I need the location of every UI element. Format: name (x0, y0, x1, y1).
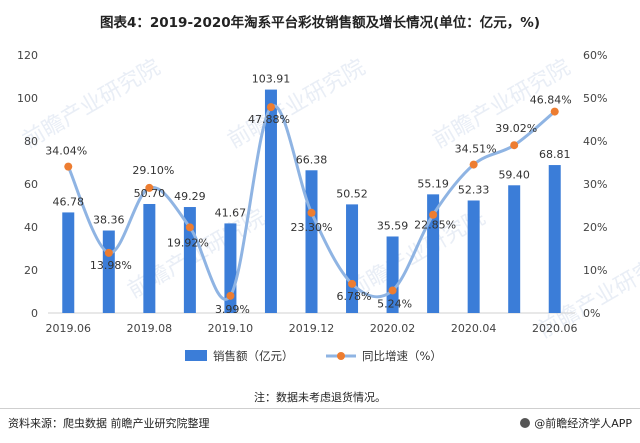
x-tick-label: 2019.10 (208, 322, 254, 335)
line-point (469, 160, 478, 169)
bar-value-label: 55.19 (417, 177, 449, 190)
bar-value-label: 41.67 (215, 206, 247, 219)
bar (427, 194, 440, 313)
x-tick-label: 2020.06 (532, 322, 578, 335)
line-point (307, 208, 316, 217)
line-point (510, 141, 519, 150)
footer-divider (0, 408, 640, 409)
legend-bar-swatch (185, 350, 207, 361)
x-tick-label: 2019.08 (127, 322, 173, 335)
bar-series (62, 89, 561, 313)
y-left-tick-label: 40 (24, 221, 38, 234)
line-point (226, 291, 235, 300)
y-right-tick-label: 40% (583, 135, 607, 148)
bar (143, 203, 156, 313)
line-point (429, 210, 438, 219)
y-left-tick-label: 80 (24, 135, 38, 148)
line-point (348, 279, 357, 288)
line-value-label: 3.99% (215, 303, 250, 316)
y-left-tick-label: 0 (31, 307, 38, 320)
bar (305, 170, 318, 313)
source-text: 资料来源：爬虫数据 前瞻产业研究院整理 (8, 417, 210, 430)
line-value-label: 6.78% (337, 290, 372, 303)
y-right-tick-label: 0% (583, 307, 600, 320)
bar-value-label: 46.78 (53, 195, 85, 208)
line-value-label: 34.51% (455, 143, 497, 156)
bar-value-label: 49.29 (174, 190, 206, 203)
line-value-label: 22.85% (414, 219, 456, 232)
line-value-label: 23.30% (291, 221, 333, 234)
brand-logo-icon (520, 418, 531, 428)
y-right-tick-label: 60% (583, 49, 607, 62)
bar-value-label: 68.81 (539, 148, 571, 161)
bar (467, 200, 480, 313)
brand-text: @前瞻经济学人APP (534, 417, 632, 430)
line-value-label: 19.92% (167, 236, 209, 249)
line-point (104, 248, 113, 257)
bar-value-label: 103.91 (252, 73, 291, 86)
legend-bar-label: 销售额（亿元） (213, 349, 294, 363)
y-left-tick-label: 20 (24, 264, 38, 277)
axes: 0 20 40 60 80 100 120 0% 10% 20% 30% 40% 50% 60% 2019.… (17, 49, 607, 335)
line-value-label: 47.88% (248, 113, 290, 126)
line-point (185, 223, 194, 232)
legend: 销售额（亿元） 同比增速（%） (185, 349, 442, 363)
line-value-label: 5.24% (377, 297, 412, 310)
x-tick-label: 2019.12 (289, 322, 335, 335)
bar (548, 165, 561, 313)
bar (264, 89, 277, 313)
bar (508, 185, 521, 313)
bar-value-label: 38.36 (93, 214, 125, 227)
x-tick-label: 2020.02 (370, 322, 416, 335)
x-tick-label: 2020.04 (451, 322, 497, 335)
watermark-text: 前瞻产业研究院 (224, 55, 370, 154)
chart-note: 注：数据未考虑退货情况。 (254, 391, 386, 404)
watermark-text: 前瞻产业研究院 (19, 55, 165, 154)
line-value-label: 34.04% (45, 145, 87, 158)
y-left-tick-label: 60 (24, 178, 38, 191)
bar-value-label: 50.70 (134, 187, 166, 200)
y-right-tick-label: 30% (583, 178, 607, 191)
y-right-tick-label: 50% (583, 92, 607, 105)
line-point (550, 107, 559, 116)
y-right-tick-label: 20% (583, 221, 607, 234)
bar-value-label: 59.40 (498, 168, 530, 181)
data-labels: 46.78 38.36 50.70 49.29 41.67 103.91 66.38 50.5… (45, 73, 571, 316)
line-point (145, 183, 154, 192)
line-point (266, 103, 275, 112)
legend-line-marker (337, 352, 345, 360)
line-value-label: 39.02% (495, 122, 537, 135)
line-value-label: 13.98% (90, 259, 132, 272)
bar (62, 212, 75, 313)
y-left-tick-label: 120 (17, 49, 38, 62)
y-right-tick-label: 10% (583, 264, 607, 277)
bar-value-label: 35.59 (377, 219, 409, 232)
line-value-label: 46.84% (530, 94, 572, 107)
chart-title: 图表4：2019-2020年淘系平台彩妆销售额及增长情况(单位：亿元，%) (99, 15, 540, 31)
bar-value-label: 66.38 (296, 153, 328, 166)
legend-line-label: 同比增速（%） (362, 349, 442, 363)
brand-credit: @前瞻经济学人APP (520, 415, 632, 431)
y-left-tick-label: 100 (17, 92, 38, 105)
line-value-label: 29.10% (132, 164, 174, 177)
bar-value-label: 50.52 (336, 187, 368, 200)
line-point (64, 162, 73, 171)
line-point (388, 286, 397, 295)
x-tick-label: 2019.06 (46, 322, 92, 335)
bar-value-label: 52.33 (458, 183, 490, 196)
line-series (64, 103, 559, 301)
